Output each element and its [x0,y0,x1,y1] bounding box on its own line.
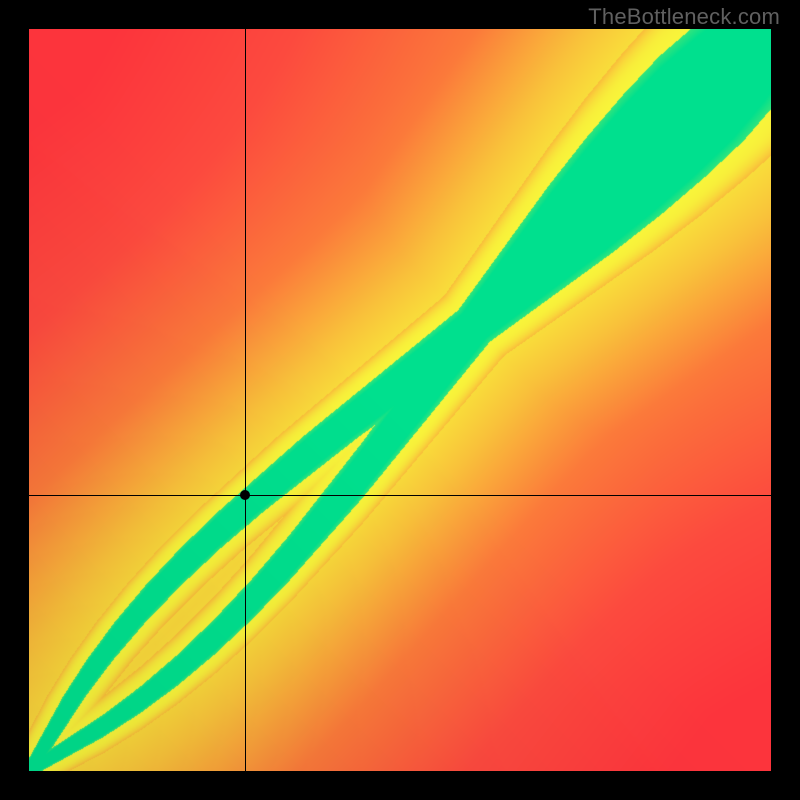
plot-area [29,29,771,771]
watermark-text: TheBottleneck.com [588,4,780,30]
crosshair-horizontal [29,495,771,496]
chart-container: TheBottleneck.com [0,0,800,800]
crosshair-vertical [245,29,246,771]
heatmap-canvas [29,29,771,771]
crosshair-marker [240,490,250,500]
